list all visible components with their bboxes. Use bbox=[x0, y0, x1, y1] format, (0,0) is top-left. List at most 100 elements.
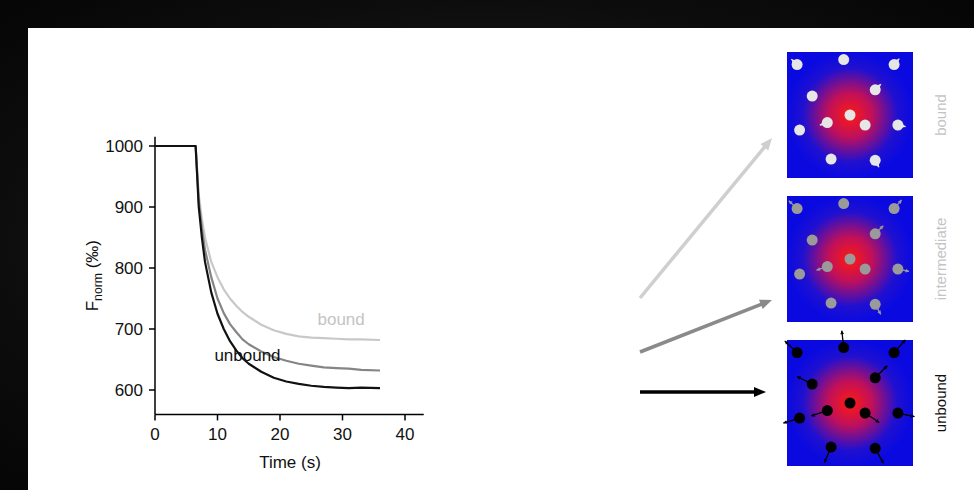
x-tick bbox=[279, 414, 281, 420]
y-tick bbox=[149, 206, 155, 208]
line-0 bbox=[155, 146, 380, 388]
line-1 bbox=[155, 146, 380, 370]
inset-bound bbox=[787, 52, 913, 178]
inset-dot bbox=[807, 235, 818, 246]
inset-arrowhead bbox=[883, 366, 887, 370]
inset-arrowhead bbox=[902, 340, 906, 344]
inset-dot bbox=[838, 198, 849, 209]
inset-dot bbox=[822, 405, 833, 416]
inset-dot bbox=[892, 120, 903, 131]
panel bbox=[28, 28, 974, 490]
inset-dot bbox=[794, 413, 805, 424]
inset-dot bbox=[792, 203, 803, 214]
x-tick-label: 20 bbox=[271, 425, 290, 444]
connector-head bbox=[754, 387, 766, 397]
inset-dot bbox=[889, 59, 900, 70]
inset-dot bbox=[792, 59, 803, 70]
inset-dot bbox=[845, 398, 856, 409]
line-2 bbox=[155, 146, 380, 340]
inset-arrowhead bbox=[880, 459, 883, 463]
inset-dot bbox=[807, 91, 818, 102]
connector-head bbox=[759, 300, 772, 309]
inset-arrowhead bbox=[811, 413, 815, 417]
y-tick-label: 1000 bbox=[105, 137, 143, 156]
x-tick-label: 0 bbox=[150, 425, 159, 444]
inset-bg bbox=[787, 52, 913, 178]
inset-dot bbox=[870, 84, 881, 95]
annotation: bound bbox=[318, 310, 365, 329]
inset-dot bbox=[807, 379, 818, 390]
inset-arrowhead bbox=[879, 226, 883, 230]
inset-label: bound bbox=[932, 94, 949, 136]
inset-label: intermediate bbox=[932, 218, 949, 301]
y-axis-title: Fnorm (‰) bbox=[83, 240, 105, 311]
x-tick-label: 10 bbox=[208, 425, 227, 444]
inset-dot bbox=[838, 342, 849, 353]
inset-dot bbox=[892, 264, 903, 275]
inset-dot bbox=[860, 120, 871, 131]
inset-dot bbox=[892, 408, 903, 419]
inset-label: unbound bbox=[932, 374, 949, 432]
inset-dot bbox=[889, 347, 900, 358]
x-tick-label: 30 bbox=[333, 425, 352, 444]
y-tick-label: 600 bbox=[115, 381, 143, 400]
connector bbox=[640, 146, 765, 298]
inset-arrowhead bbox=[898, 200, 902, 204]
x-tick bbox=[342, 414, 344, 420]
inset-dot bbox=[794, 125, 805, 136]
y-tick bbox=[149, 267, 155, 269]
x-tick-label: 40 bbox=[396, 425, 415, 444]
inset-dot bbox=[822, 261, 833, 272]
inset-dot bbox=[870, 443, 881, 454]
inset-dot bbox=[870, 372, 881, 383]
inset-dot bbox=[792, 347, 803, 358]
inset-dot bbox=[870, 299, 881, 310]
inset-dot bbox=[838, 54, 849, 65]
inset-dot bbox=[860, 264, 871, 275]
inset-arrowhead bbox=[783, 420, 787, 424]
inset-dot bbox=[822, 117, 833, 128]
connector-head bbox=[760, 138, 772, 150]
inset-arrowhead bbox=[789, 201, 793, 205]
inset-arrowhead bbox=[911, 414, 915, 418]
x-tick bbox=[154, 414, 156, 420]
inset-arrowhead bbox=[817, 267, 821, 271]
plot-lines bbox=[155, 146, 380, 388]
y-tick-label: 900 bbox=[115, 198, 143, 217]
x-tick bbox=[217, 414, 219, 420]
annotation: unbound bbox=[214, 346, 280, 365]
y-tick-label: 700 bbox=[115, 320, 143, 339]
inset-dot bbox=[870, 228, 881, 239]
inset-bg bbox=[787, 340, 913, 466]
inset-dot bbox=[889, 203, 900, 214]
x-axis-title: Time (s) bbox=[259, 453, 321, 472]
inset-dot bbox=[845, 110, 856, 121]
inset-dot bbox=[860, 408, 871, 419]
inset-arrowhead bbox=[840, 331, 844, 335]
inset-arrowhead bbox=[905, 269, 909, 273]
inset-bg bbox=[787, 196, 913, 322]
inset-arrowhead bbox=[785, 341, 789, 345]
inset-arrowhead bbox=[877, 310, 880, 314]
y-tick bbox=[149, 328, 155, 330]
inset-dot bbox=[826, 154, 837, 165]
inset-dot bbox=[870, 155, 881, 166]
inset-unbound bbox=[783, 331, 914, 466]
inset-dot bbox=[826, 298, 837, 309]
y-tick bbox=[149, 145, 155, 147]
inset-dot bbox=[794, 269, 805, 280]
y-tick-label: 800 bbox=[115, 259, 143, 278]
y-tick bbox=[149, 389, 155, 391]
connector bbox=[640, 390, 756, 394]
chart: 600 700 800 900 1000 0 10 20 30 40 Time (s) Fnorm (… bbox=[0, 0, 974, 490]
x-axis bbox=[155, 414, 424, 416]
inset-dot bbox=[826, 442, 837, 453]
y-axis bbox=[154, 137, 156, 415]
inset-dot bbox=[845, 254, 856, 265]
connector bbox=[640, 304, 762, 352]
inset-intermediate bbox=[787, 196, 913, 322]
inset-arrowhead bbox=[824, 459, 828, 463]
x-tick bbox=[404, 414, 406, 420]
inset-arrowhead bbox=[797, 376, 801, 379]
inset-arrowhead bbox=[875, 419, 879, 423]
